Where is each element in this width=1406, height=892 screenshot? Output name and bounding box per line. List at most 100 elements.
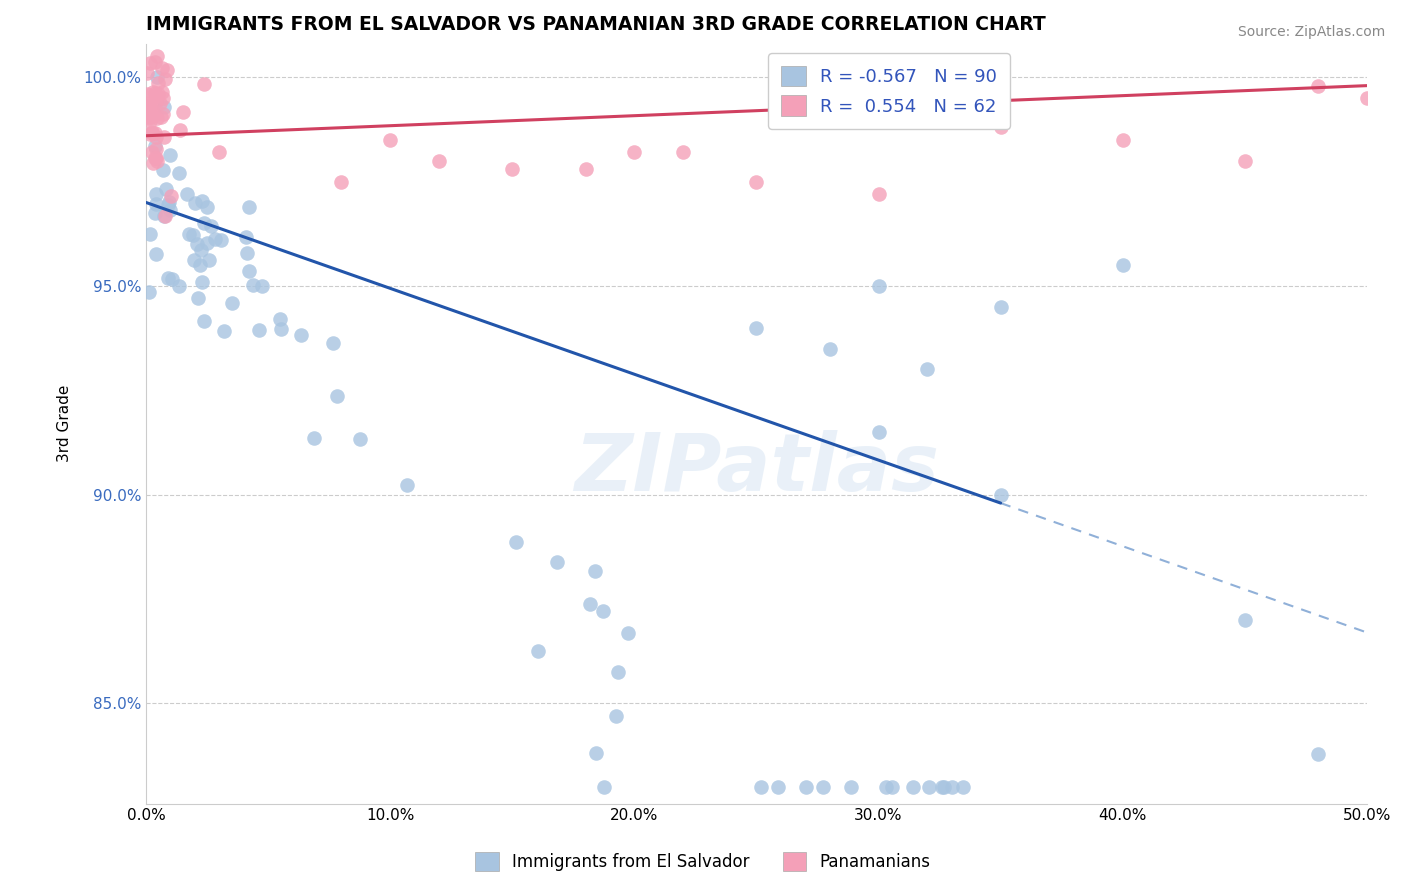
- Point: [813, 780, 835, 794]
- Point: [290, 327, 312, 342]
- Point: [605, 709, 627, 723]
- Point: [190, 243, 212, 257]
- Point: [152, 129, 174, 144]
- Point: [270, 322, 292, 336]
- Point: [193, 314, 215, 328]
- Point: [153, 209, 176, 223]
- Point: [150, 61, 173, 75]
- Point: [152, 107, 174, 121]
- Point: [187, 291, 209, 305]
- Point: [527, 644, 550, 658]
- Point: [138, 98, 160, 112]
- Point: [195, 200, 218, 214]
- Point: [882, 780, 904, 794]
- Text: Source: ZipAtlas.com: Source: ZipAtlas.com: [1237, 25, 1385, 39]
- Legend: R = -0.567   N = 90, R =  0.554   N = 62: R = -0.567 N = 90, R = 0.554 N = 62: [768, 53, 1010, 129]
- Point: [157, 194, 180, 209]
- Point: [745, 320, 768, 334]
- Point: [142, 156, 165, 170]
- Point: [204, 232, 226, 246]
- Point: [931, 780, 953, 794]
- Point: [917, 362, 939, 376]
- Point: [145, 95, 167, 109]
- Point: [138, 285, 160, 299]
- Point: [177, 227, 200, 241]
- Point: [156, 63, 179, 78]
- Point: [868, 279, 890, 293]
- Text: IMMIGRANTS FROM EL SALVADOR VS PANAMANIAN 3RD GRADE CORRELATION CHART: IMMIGRANTS FROM EL SALVADOR VS PANAMANIA…: [146, 15, 1046, 34]
- Point: [745, 175, 768, 189]
- Point: [143, 205, 166, 219]
- Point: [159, 188, 181, 202]
- Point: [138, 102, 160, 116]
- Point: [135, 66, 157, 80]
- Point: [183, 252, 205, 267]
- Point: [579, 597, 602, 611]
- Point: [191, 194, 214, 209]
- Point: [142, 85, 165, 99]
- Point: [159, 147, 181, 161]
- Point: [159, 202, 181, 217]
- Point: [143, 107, 166, 121]
- Point: [918, 780, 941, 794]
- Point: [766, 780, 789, 794]
- Point: [167, 166, 190, 180]
- Point: [238, 200, 260, 214]
- Point: [139, 127, 162, 141]
- Point: [214, 324, 236, 338]
- Point: [1233, 613, 1256, 627]
- Point: [136, 100, 159, 114]
- Point: [157, 271, 180, 285]
- Point: [138, 227, 160, 241]
- Point: [176, 186, 198, 201]
- Point: [193, 216, 215, 230]
- Point: [141, 126, 163, 140]
- Point: [143, 86, 166, 100]
- Point: [1111, 133, 1133, 147]
- Point: [330, 175, 353, 189]
- Point: [145, 151, 167, 165]
- Point: [1306, 78, 1329, 93]
- Point: [153, 210, 176, 224]
- Point: [143, 151, 166, 165]
- Point: [141, 125, 163, 139]
- Point: [505, 534, 527, 549]
- Point: [209, 233, 232, 247]
- Point: [150, 110, 173, 124]
- Point: [235, 246, 257, 260]
- Point: [145, 246, 167, 260]
- Point: [150, 85, 173, 99]
- Point: [191, 275, 214, 289]
- Point: [139, 114, 162, 128]
- Point: [583, 565, 606, 579]
- Point: [138, 110, 160, 124]
- Point: [868, 425, 890, 439]
- Point: [157, 198, 180, 212]
- Point: [934, 780, 956, 794]
- Point: [181, 228, 204, 243]
- Point: [146, 112, 169, 126]
- Point: [138, 111, 160, 125]
- Point: [606, 665, 628, 679]
- Point: [197, 235, 219, 250]
- Point: [380, 133, 402, 147]
- Point: [875, 780, 897, 794]
- Point: [1111, 258, 1133, 272]
- Point: [322, 336, 344, 351]
- Point: [135, 96, 157, 111]
- Text: ZIPatlas: ZIPatlas: [574, 430, 939, 508]
- Point: [501, 162, 523, 177]
- Point: [200, 219, 222, 234]
- Point: [252, 279, 274, 293]
- Point: [143, 54, 166, 69]
- Point: [990, 488, 1012, 502]
- Point: [139, 56, 162, 70]
- Point: [623, 145, 645, 160]
- Point: [184, 195, 207, 210]
- Point: [149, 95, 172, 110]
- Point: [145, 141, 167, 155]
- Point: [235, 229, 257, 244]
- Point: [592, 780, 614, 794]
- Point: [145, 130, 167, 145]
- Point: [143, 138, 166, 153]
